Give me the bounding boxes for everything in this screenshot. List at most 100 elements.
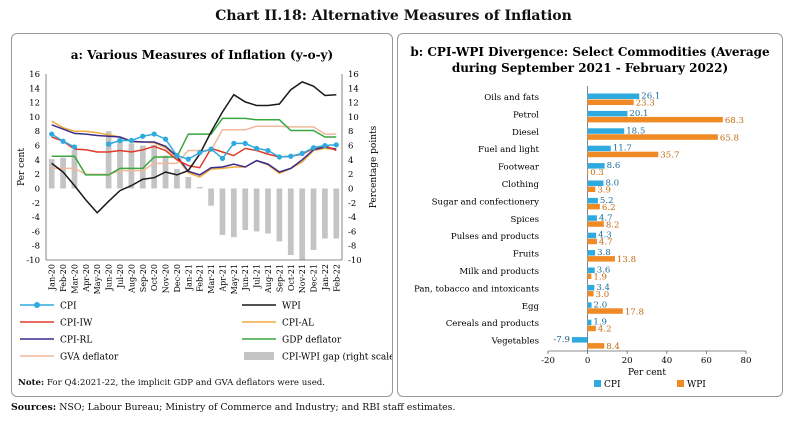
- x-tick-label: Sep-21: [275, 264, 284, 292]
- sources-label: Sources:: [11, 402, 57, 413]
- cpi-marker: [140, 133, 146, 139]
- y-tick-right: 6: [348, 142, 353, 152]
- cpi-bar: [587, 215, 597, 221]
- cpi-value-label: 20.1: [629, 109, 648, 119]
- x-axis-label: Per cent: [628, 368, 666, 378]
- x-tick-label: Dec-21: [310, 264, 319, 293]
- category-label: Petrol: [513, 110, 539, 120]
- category-label: Egg: [522, 302, 540, 312]
- cpi-value-label: 3.8: [597, 248, 611, 258]
- legend-label: CPI: [60, 302, 77, 312]
- gap-bar-aug-20: [128, 143, 135, 189]
- category-label: Fuel and light: [478, 145, 539, 155]
- gap-bar-sep-20: [139, 145, 146, 189]
- x-tick-label: Aug-21: [264, 264, 273, 294]
- x-tick-label: 60: [701, 356, 712, 366]
- x-tick-label: May-20: [93, 264, 102, 294]
- gap-bar-feb-22: [333, 188, 340, 239]
- x-tick-label: Jan-21: [184, 264, 193, 291]
- legend-label-wpi: WPI: [687, 380, 706, 390]
- y-tick-right: 4: [348, 156, 353, 166]
- cpi-marker: [333, 142, 339, 148]
- x-tick-label: Feb-21: [196, 264, 205, 292]
- wpi-bar: [587, 116, 723, 123]
- category-label: Sugar and confectionery: [432, 197, 539, 207]
- category-label: Spices: [511, 215, 539, 225]
- cpi-bar: [571, 337, 588, 343]
- gap-bar-aug-21: [265, 188, 271, 234]
- gap-bar-oct-21: [287, 188, 294, 255]
- y-tick-right: -2: [348, 199, 356, 209]
- y-tick-left: 12: [29, 99, 40, 109]
- cpi-value-label: 26.1: [641, 92, 660, 102]
- gap-bar-dec-20: [174, 169, 180, 189]
- cpi-bar: [587, 302, 592, 308]
- legend-label: CPI-RL: [60, 336, 92, 346]
- cpi-bar: [587, 319, 592, 326]
- wpi-bar: [587, 308, 623, 314]
- series-line-wpi: [51, 81, 337, 214]
- cpi-bar: [587, 197, 598, 204]
- y-tick-left: -4: [32, 213, 40, 223]
- y-tick-left: -2: [32, 199, 40, 209]
- cpi-marker: [265, 147, 271, 154]
- cpi-bar: [587, 163, 605, 169]
- gap-bar-may-21: [231, 188, 237, 238]
- legend-label: WPI: [282, 302, 301, 312]
- y-tick-right: -8: [348, 242, 356, 252]
- y-tick-right: 12: [348, 99, 359, 109]
- wpi-value-label: 8.2: [606, 220, 620, 230]
- chart-title-line1: b: CPI-WPI Divergence: Select Commoditie…: [410, 45, 770, 59]
- gap-bar-jan-21: [185, 177, 192, 189]
- sources-note: Sources: NSO; Labour Bureau; Ministry of…: [11, 402, 455, 413]
- category-label: Pulses and products: [451, 232, 539, 242]
- y-tick-left: 10: [29, 113, 40, 123]
- wpi-value-label: 13.8: [617, 255, 636, 265]
- chart-commodity-divergence: b: CPI-WPI Divergence: Select Commoditie…: [410, 45, 770, 390]
- x-tick-label: Feb-20: [59, 264, 68, 292]
- gap-bar-feb-21: [196, 187, 203, 189]
- wpi-value-label: 35.7: [660, 151, 679, 161]
- cpi-value-label: 2.0: [594, 300, 608, 310]
- cpi-marker: [310, 145, 317, 151]
- wpi-bar: [587, 203, 600, 210]
- wpi-bar: [587, 169, 589, 175]
- category-label: Footwear: [498, 163, 540, 173]
- cpi-marker: [49, 131, 55, 137]
- x-tick-label: Oct-20: [150, 264, 159, 291]
- page-title: Chart II.18: Alternative Measures of Inf…: [215, 8, 572, 24]
- wpi-bar: [587, 290, 594, 297]
- cpi-value-label: 1.9: [593, 318, 607, 328]
- gap-bar-jul-21: [253, 188, 260, 232]
- y-tick-left: -6: [32, 227, 40, 237]
- gap-bar-apr-21: [219, 188, 226, 235]
- gap-bar-sep-21: [276, 188, 283, 242]
- cpi-marker: [322, 142, 328, 149]
- legend-label: CPI-IW: [60, 319, 93, 329]
- x-tick-label: Jun-21: [241, 264, 250, 291]
- cpi-bar: [587, 180, 604, 186]
- y-tick-right: 16: [348, 70, 359, 80]
- gap-bar-jun-20: [105, 131, 112, 189]
- wpi-value-label: 23.3: [636, 99, 655, 109]
- y-tick-left: 0: [35, 184, 40, 194]
- cpi-marker: [117, 137, 123, 144]
- legend-marker-cpi: [34, 302, 40, 308]
- wpi-bar: [587, 99, 634, 105]
- panel-commodity-divergence: b: CPI-WPI Divergence: Select Commoditie…: [397, 33, 783, 397]
- legend-swatch-cpi: [594, 380, 601, 387]
- cpi-marker: [174, 152, 180, 159]
- cpi-marker: [254, 145, 260, 151]
- cpi-bar: [587, 110, 628, 117]
- y-tick-right: -10: [348, 256, 362, 266]
- wpi-value-label: 4.7: [599, 238, 613, 248]
- wpi-value-label: 17.8: [625, 307, 644, 317]
- y-axis-label-left: Per cent: [17, 148, 27, 186]
- y-tick-left: 6: [35, 142, 40, 152]
- category-label: Milk and products: [459, 267, 539, 277]
- wpi-value-label: 3.9: [597, 186, 611, 196]
- cpi-value-label: 11.7: [613, 144, 632, 154]
- x-tick-label: May-21: [230, 264, 239, 294]
- series-line-cpi-al: [51, 120, 337, 178]
- cpi-marker: [208, 146, 214, 152]
